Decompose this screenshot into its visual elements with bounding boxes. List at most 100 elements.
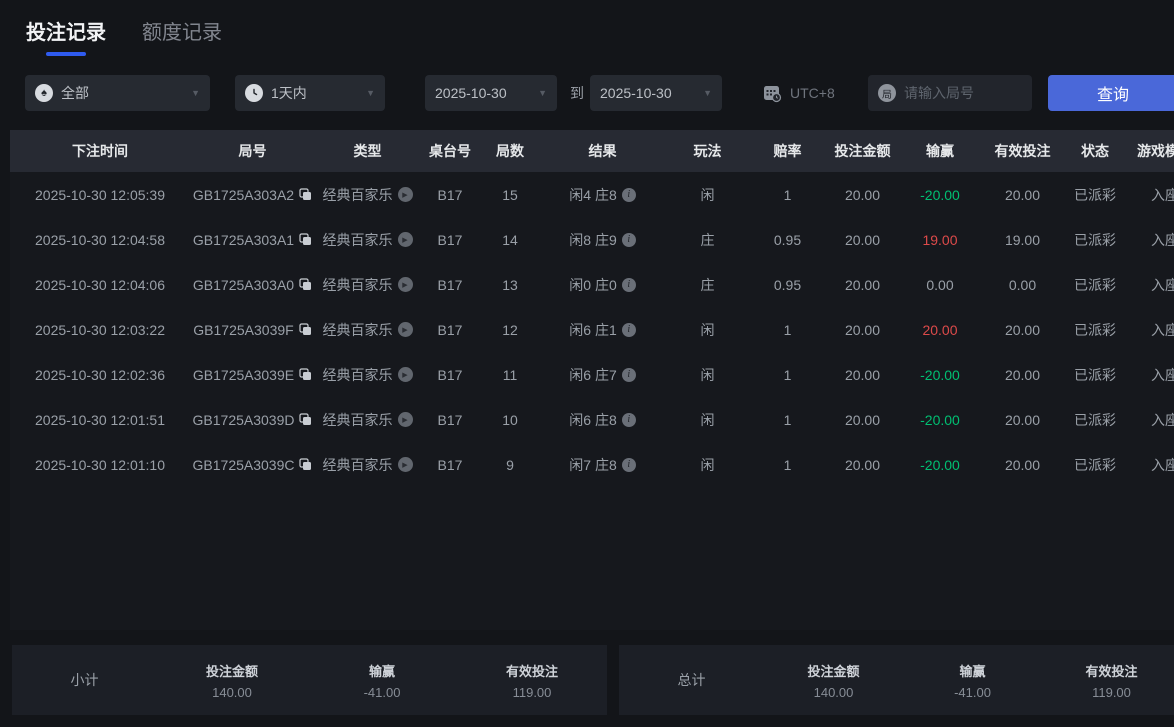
- cell-time: 2025-10-30 12:05:39: [10, 172, 190, 217]
- cell-round_id: GB1725A303A2: [190, 172, 315, 217]
- cell-result: 闲4 庄8 i: [540, 172, 665, 217]
- total-panel: 总计 投注金额 140.00 输赢 -41.00 有效投注 119.00: [619, 645, 1174, 715]
- date-from-value: 2025-10-30: [435, 85, 507, 101]
- cell-result: 闲6 庄8 i: [540, 397, 665, 442]
- total-win-loss: 输赢 -41.00: [903, 661, 1042, 700]
- play-text: 闲: [700, 321, 715, 338]
- info-icon[interactable]: i: [621, 187, 636, 202]
- bet-text: 20.00: [844, 231, 881, 248]
- table_no-text: B17: [437, 321, 463, 338]
- play-text: 闲: [700, 186, 715, 203]
- info-icon[interactable]: i: [621, 277, 636, 292]
- odds-text: 1: [783, 366, 792, 383]
- active-tab-underline: [46, 52, 86, 56]
- bet-text: 20.00: [844, 411, 881, 428]
- video-play-icon[interactable]: ▶: [397, 412, 413, 427]
- cell-type: 经典百家乐 ▶: [315, 307, 420, 352]
- video-play-icon[interactable]: ▶: [397, 367, 413, 382]
- round_id-text: GB1725A3039D: [192, 411, 295, 428]
- time-range-select[interactable]: 1天内 ▼: [235, 75, 385, 111]
- round-number-input[interactable]: 局 请输入局号: [868, 75, 1032, 111]
- time-text: 2025-10-30 12:01:10: [35, 456, 165, 473]
- copy-icon[interactable]: [299, 323, 312, 336]
- tab-quota-records[interactable]: 额度记录: [142, 16, 222, 56]
- video-play-icon[interactable]: ▶: [397, 457, 413, 472]
- cell-status: 已派彩: [1065, 307, 1125, 352]
- info-icon[interactable]: i: [621, 457, 636, 472]
- spade-icon: ♠: [35, 84, 53, 102]
- type-text: 经典百家乐: [322, 231, 393, 248]
- column-header: 状态: [1065, 130, 1125, 172]
- cell-status: 已派彩: [1065, 172, 1125, 217]
- valid-text: 20.00: [1004, 456, 1041, 473]
- timezone-value: UTC+8: [790, 85, 835, 101]
- cell-play: 庄: [665, 217, 750, 262]
- cell-mode: 入座: [1125, 217, 1174, 262]
- info-icon[interactable]: i: [621, 322, 636, 337]
- copy-icon[interactable]: [299, 368, 312, 381]
- cell-bet: 20.00: [825, 172, 900, 217]
- round_id-text: GB1725A303A1: [192, 231, 295, 248]
- clock-icon: [245, 84, 263, 102]
- cell-mode: 入座: [1125, 307, 1174, 352]
- play-text: 闲: [700, 366, 715, 383]
- info-icon[interactable]: i: [621, 412, 636, 427]
- video-play-icon[interactable]: ▶: [397, 277, 413, 292]
- cell-mode: 入座: [1125, 172, 1174, 217]
- bet-text: 20.00: [844, 366, 881, 383]
- calendar-clock-icon: [762, 83, 782, 103]
- time-text: 2025-10-30 12:03:22: [35, 321, 165, 338]
- info-icon[interactable]: i: [621, 367, 636, 382]
- info-icon[interactable]: i: [621, 232, 636, 247]
- mode-text: 入座: [1151, 231, 1174, 248]
- table_no-text: B17: [437, 411, 463, 428]
- video-play-icon[interactable]: ▶: [397, 322, 413, 337]
- cell-win_loss: -20.00: [900, 442, 980, 487]
- cell-round: 10: [480, 397, 540, 442]
- copy-icon[interactable]: [299, 458, 312, 471]
- total-bet-label: 投注金额: [807, 663, 860, 679]
- copy-icon[interactable]: [299, 233, 312, 246]
- time-text: 2025-10-30 12:05:39: [35, 186, 165, 203]
- mode-text: 入座: [1151, 186, 1174, 203]
- cell-time: 2025-10-30 12:02:36: [10, 352, 190, 397]
- cell-type: 经典百家乐 ▶: [315, 397, 420, 442]
- cell-result: 闲7 庄8 i: [540, 442, 665, 487]
- subtotal-bet-value: 140.00: [212, 684, 252, 700]
- subtotal-bet-amount: 投注金额 140.00: [157, 661, 307, 700]
- bet-text: 20.00: [844, 321, 881, 338]
- cell-round_id: GB1725A303A1: [190, 217, 315, 262]
- cell-table_no: B17: [420, 172, 480, 217]
- total-wl-value: -41.00: [954, 684, 991, 700]
- status-text: 已派彩: [1074, 231, 1116, 248]
- game-type-select[interactable]: ♠ 全部 ▼: [25, 75, 210, 111]
- win_loss-text: -20.00: [920, 411, 960, 428]
- tab-betting-records[interactable]: 投注记录: [26, 16, 106, 56]
- copy-icon[interactable]: [299, 188, 312, 201]
- subtotal-wl-label: 输赢: [368, 663, 395, 679]
- date-from-picker[interactable]: 2025-10-30 ▼: [425, 75, 557, 111]
- column-header: 游戏模式: [1125, 130, 1174, 172]
- copy-icon[interactable]: [299, 413, 312, 426]
- odds-text: 0.95: [773, 276, 802, 293]
- cell-result: 闲8 庄9 i: [540, 217, 665, 262]
- cell-round_id: GB1725A3039D: [190, 397, 315, 442]
- video-play-icon[interactable]: ▶: [397, 187, 413, 202]
- column-header: 类型: [315, 130, 420, 172]
- result-text: 闲7 庄8: [569, 456, 617, 473]
- odds-text: 1: [783, 456, 792, 473]
- column-header: 局数: [480, 130, 540, 172]
- query-button[interactable]: 查询: [1048, 75, 1174, 111]
- cell-odds: 0.95: [750, 217, 825, 262]
- result-text: 闲4 庄8: [569, 186, 617, 203]
- copy-icon[interactable]: [299, 278, 312, 291]
- cell-table_no: B17: [420, 352, 480, 397]
- status-text: 已派彩: [1074, 321, 1116, 338]
- mode-text: 入座: [1151, 276, 1174, 293]
- video-play-icon[interactable]: ▶: [397, 232, 413, 247]
- table-row: 2025-10-30 12:05:39 GB1725A303A2 经典百家乐 ▶ B17…: [10, 172, 1174, 217]
- table-row: 2025-10-30 12:01:51 GB1725A3039D 经典百家乐 ▶ B17…: [10, 397, 1174, 442]
- cell-status: 已派彩: [1065, 352, 1125, 397]
- round-text: 9: [506, 456, 514, 473]
- date-to-picker[interactable]: 2025-10-30 ▼: [590, 75, 722, 111]
